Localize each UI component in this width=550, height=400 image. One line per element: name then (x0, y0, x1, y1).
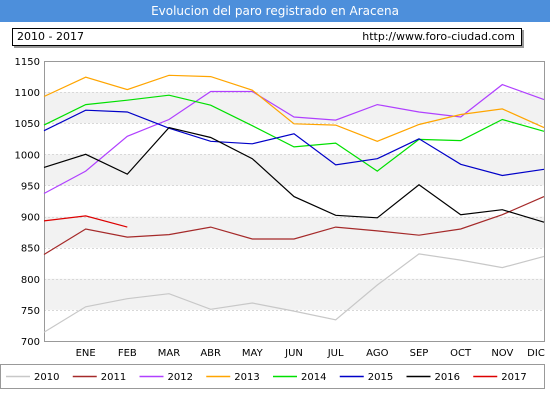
legend-label-2017: 2017 (501, 372, 526, 383)
y-tick-label: 750 (21, 306, 40, 317)
series-line-2017 (43, 215, 128, 228)
plot-frame (44, 61, 545, 342)
y-tick-label: 1050 (15, 119, 40, 130)
x-tick-label: MAR (158, 348, 180, 359)
legend-label-2016: 2016 (435, 372, 460, 383)
series-line-2013 (43, 74, 545, 142)
x-tick-label: AGO (366, 348, 388, 359)
series-line-2014 (43, 94, 545, 172)
legend-label-2012: 2012 (168, 372, 193, 383)
x-tick-label: ENE (76, 348, 96, 359)
x-tick-label: JUN (284, 348, 303, 359)
source-url[interactable]: http://www.foro-ciudad.com (362, 30, 515, 43)
plot-band (44, 216, 544, 248)
x-tick-label: MAY (242, 348, 264, 359)
x-axis-ticks: ENE FEB MAR ABR MAY JUN JUL AGO SEP OCT NOV DIC (76, 348, 545, 359)
plot-band (44, 278, 544, 310)
x-tick-label: SEP (410, 348, 429, 359)
plot-bands (44, 92, 544, 310)
x-tick-label: JUL (327, 348, 344, 359)
series-line-2015 (43, 109, 545, 177)
x-tick-label: FEB (118, 348, 137, 359)
x-tick-label: OCT (450, 348, 472, 359)
y-tick-label: 1150 (15, 57, 40, 68)
y-tick-label: 850 (21, 244, 40, 255)
legend-label-2011: 2011 (101, 372, 126, 383)
plot-band (44, 92, 544, 124)
legend-label-2015: 2015 (368, 372, 393, 383)
series-lines (43, 74, 545, 333)
y-tick-label: 700 (21, 337, 40, 348)
y-tick-label: 800 (21, 275, 40, 286)
series-line-2012 (43, 83, 545, 195)
series-line-2011 (43, 196, 545, 256)
legend-label-2014: 2014 (301, 372, 326, 383)
plot-band (44, 154, 544, 186)
y-tick-label: 900 (21, 213, 40, 224)
series-line-2016 (43, 126, 545, 223)
legend-label-2013: 2013 (234, 372, 259, 383)
legend: 2010 2011 2012 2013 2014 2015 2016 2017 (0, 364, 545, 389)
y-tick-label: 950 (21, 181, 40, 192)
y-tick-label: 1000 (15, 150, 40, 161)
x-tick-label: NOV (491, 348, 513, 359)
x-tick-label: DIC (527, 348, 545, 359)
chart-title: Evolucion del paro registrado en Aracena (0, 0, 550, 22)
period-label: 2010 - 2017 (17, 30, 84, 43)
y-axis-ticks: 700 750 800 850 900 950 1000 1050 1100 1150 (15, 57, 40, 348)
info-box: 2010 - 2017 http://www.foro-ciudad.com (12, 28, 522, 46)
y-tick-label: 1100 (15, 88, 40, 99)
legend-label-2010: 2010 (34, 372, 59, 383)
series-line-2010 (43, 253, 545, 333)
x-tick-label: ABR (200, 348, 221, 359)
